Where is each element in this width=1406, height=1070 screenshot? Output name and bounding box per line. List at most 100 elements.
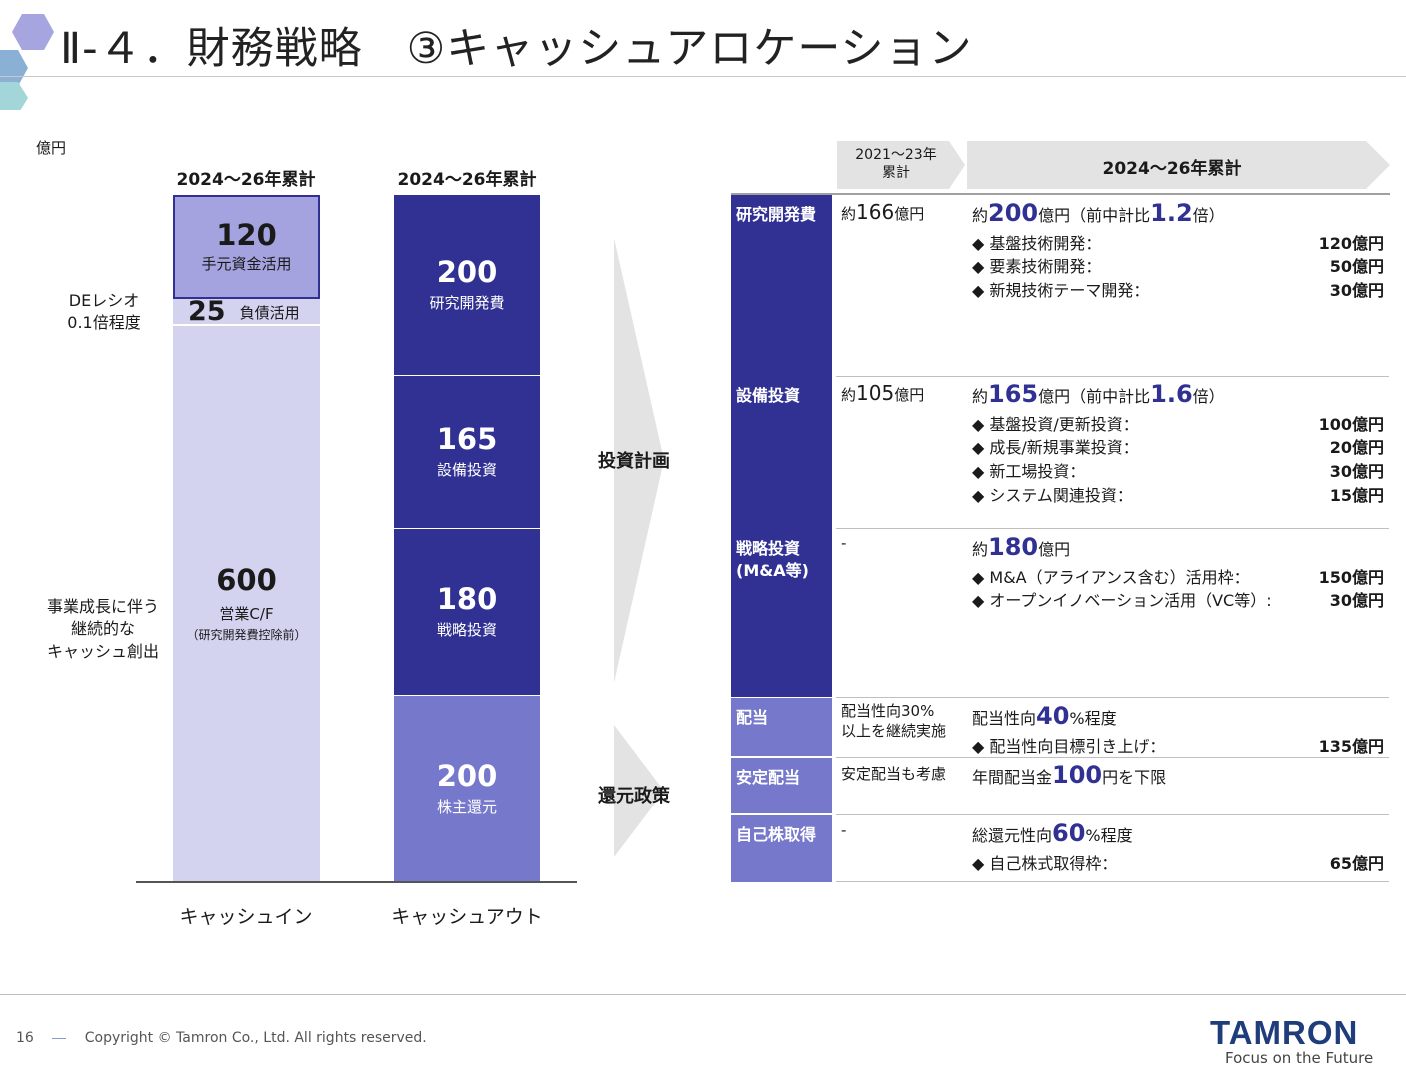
capex-cur: 約165億円（前中計比1.6倍） ◆ 基盤投資/更新投資： 100億円 ◆ 成長/…: [972, 377, 1384, 507]
dividend-prev: 配当性向30% 以上を継続実施: [841, 702, 947, 740]
operating-cf-sub: （研究開発費控除前）: [186, 627, 307, 642]
strategic-cur-prefix: 約: [972, 540, 989, 559]
rnd-cur-ratio: 1.2: [1150, 199, 1193, 227]
stable-dividend-prev: 安定配当も考慮: [841, 765, 947, 783]
cur-period-header: 2024～26年累計: [1102, 159, 1242, 179]
table-header-rule: [731, 193, 1390, 195]
row-separator: [836, 697, 1389, 698]
category-buyback: 自己株取得: [736, 825, 817, 844]
de-ratio-note: DEレシオ 0.1倍程度: [50, 290, 158, 335]
page-title: Ⅱ-４．財務戦略 ③キャッシュアロケーション: [60, 24, 973, 74]
capex-cur-mid: 億円（前中計比: [1038, 387, 1151, 406]
row-separator: [836, 881, 1389, 882]
cash-out-axis-label: キャッシュアウト: [391, 906, 543, 928]
category-dividend: 配当: [736, 708, 769, 727]
investment-category-block: [731, 195, 832, 697]
cur-period-header-icon: [967, 141, 1390, 189]
row-separator: [836, 376, 1389, 377]
stable-dividend-cur-prefix: 年間配当金: [972, 768, 1053, 787]
rnd-prev-value: 166: [856, 200, 895, 224]
growth-line1: 事業成長に伴う: [46, 597, 159, 616]
tamron-logo: TAMRON: [1210, 1014, 1359, 1051]
dividend-cur: 配当性向40%程度 ◆ 配当性向目標引き上げ： 135億円: [972, 699, 1384, 758]
cash-out-heading: 2024～26年累計: [397, 170, 537, 190]
capex-prev: 約105億円: [841, 379, 924, 407]
brand-tagline: Focus on the Future: [1225, 1049, 1374, 1067]
list-item: ◆ M&A（アライアンス含む）活用枠： 150億円: [972, 567, 1384, 587]
return-arrow-icon: [614, 725, 664, 857]
rnd-label: 研究開発費: [429, 294, 505, 313]
de-ratio-line1: DEレシオ: [68, 291, 140, 310]
list-item: ◆ 基盤投資/更新投資： 100億円: [972, 414, 1384, 434]
row-separator: [836, 814, 1389, 815]
buyback-cur: 総還元性向60%程度 ◆ 自己株式取得枠： 65億円: [972, 816, 1384, 875]
category-stable-dividend: 安定配当: [736, 768, 801, 787]
cash-out-segment-shareholder-return: 200 株主還元: [394, 696, 540, 882]
capex-value: 165: [436, 421, 498, 456]
cash-out-segment-capex: 165 設備投資: [394, 376, 540, 528]
category-rnd: 研究開発費: [736, 205, 817, 224]
strategic-label: 戦略投資: [436, 621, 497, 640]
cash-out-segment-rnd: 200 研究開発費: [394, 195, 540, 375]
hexagon-decoration-icon: [0, 14, 54, 110]
buyback-cur-suffix: %程度: [1085, 826, 1133, 845]
chart-baseline: [136, 881, 577, 883]
shareholder-return-label: 株主還元: [436, 798, 497, 817]
rnd-cur-mid: 億円（前中計比: [1038, 206, 1151, 225]
unit-label: 億円: [36, 139, 67, 157]
capex-cur-value: 165: [988, 380, 1039, 408]
list-item: ◆ 要素技術開発： 50億円: [972, 257, 1384, 277]
growth-line2: 継続的な: [70, 619, 135, 639]
buyback-cur-prefix: 総還元性向: [972, 826, 1053, 845]
operating-cf-value: 600: [216, 563, 277, 598]
prev-period-header: 2021～23年 累計: [855, 147, 937, 182]
capex-cur-suffix: 倍）: [1192, 387, 1225, 406]
return-policy-label: 還元政策: [598, 786, 670, 807]
prev-period-header-icon: [837, 141, 965, 189]
cash-in-heading: 2024～26年累計: [176, 170, 316, 190]
growth-line3: キャッシュ創出: [46, 641, 159, 661]
stable-dividend-cur-suffix: 円を下限: [1102, 768, 1167, 787]
cash-out-segment-strategic: 180 戦略投資: [394, 529, 540, 695]
strategic-cur-suffix: 億円: [1038, 540, 1071, 559]
list-item: ◆ システム関連投資： 15億円: [972, 485, 1384, 505]
capex-prev-prefix: 約: [841, 386, 857, 404]
strategic-value: 180: [436, 581, 498, 616]
footer-dash: [52, 1037, 67, 1039]
buyback-cur-value: 60: [1052, 819, 1086, 847]
cash-in-axis-label: キャッシュイン: [179, 906, 313, 928]
debt-label: 負債活用: [239, 303, 300, 322]
growth-note: 事業成長に伴う 継続的な キャッシュ創出: [30, 596, 176, 663]
operating-cf-label: 営業C/F: [219, 604, 274, 623]
dividend-cur-value: 40: [1036, 702, 1070, 730]
rnd-prev-suffix: 億円: [894, 205, 925, 223]
investment-arrow-icon: [614, 238, 664, 683]
category-capex: 設備投資: [736, 386, 801, 405]
strategic-prev: -: [841, 534, 847, 552]
rnd-cur-suffix: 倍）: [1192, 206, 1225, 225]
strategic-cur: 約180億円 ◆ M&A（アライアンス含む）活用枠： 150億円 ◆ オープンイノ…: [972, 530, 1384, 613]
strategic-cur-value: 180: [988, 533, 1039, 561]
list-item: ◆ 新規技術テーマ開発： 30億円: [972, 280, 1384, 300]
title-divider: [0, 76, 1406, 77]
capex-prev-value: 105: [856, 381, 895, 405]
cash-in-segment-operating-cf: 600 営業C/F （研究開発費控除前）: [173, 326, 320, 882]
list-item: ◆ 配当性向目標引き上げ： 135億円: [972, 736, 1384, 756]
reserve-label: 手元資金活用: [201, 255, 292, 274]
dividend-cur-suffix: %程度: [1069, 709, 1117, 728]
list-item: ◆ 成長/新規事業投資： 20億円: [972, 438, 1384, 458]
rnd-prev-prefix: 約: [841, 205, 857, 223]
cash-in-segment-reserve: 120 手元資金活用: [173, 195, 320, 299]
investment-plan-label: 投資計画: [598, 451, 670, 472]
category-strategic: 戦略投資 (M&A等): [736, 539, 809, 581]
row-separator: [836, 528, 1389, 529]
shareholder-return-value: 200: [436, 758, 498, 793]
list-item: ◆ オープンイノベーション活用（VC等）: 30億円: [972, 591, 1384, 611]
return-category-block: [731, 698, 832, 882]
cash-in-divider: [173, 324, 320, 326]
stable-dividend-cur: 年間配当金100円を下限: [972, 758, 1384, 794]
list-item: ◆ 基盤技術開発： 120億円: [972, 233, 1384, 253]
row-separator: [836, 757, 1389, 758]
dividend-cur-prefix: 配当性向: [972, 709, 1037, 728]
rnd-value: 200: [436, 254, 498, 289]
